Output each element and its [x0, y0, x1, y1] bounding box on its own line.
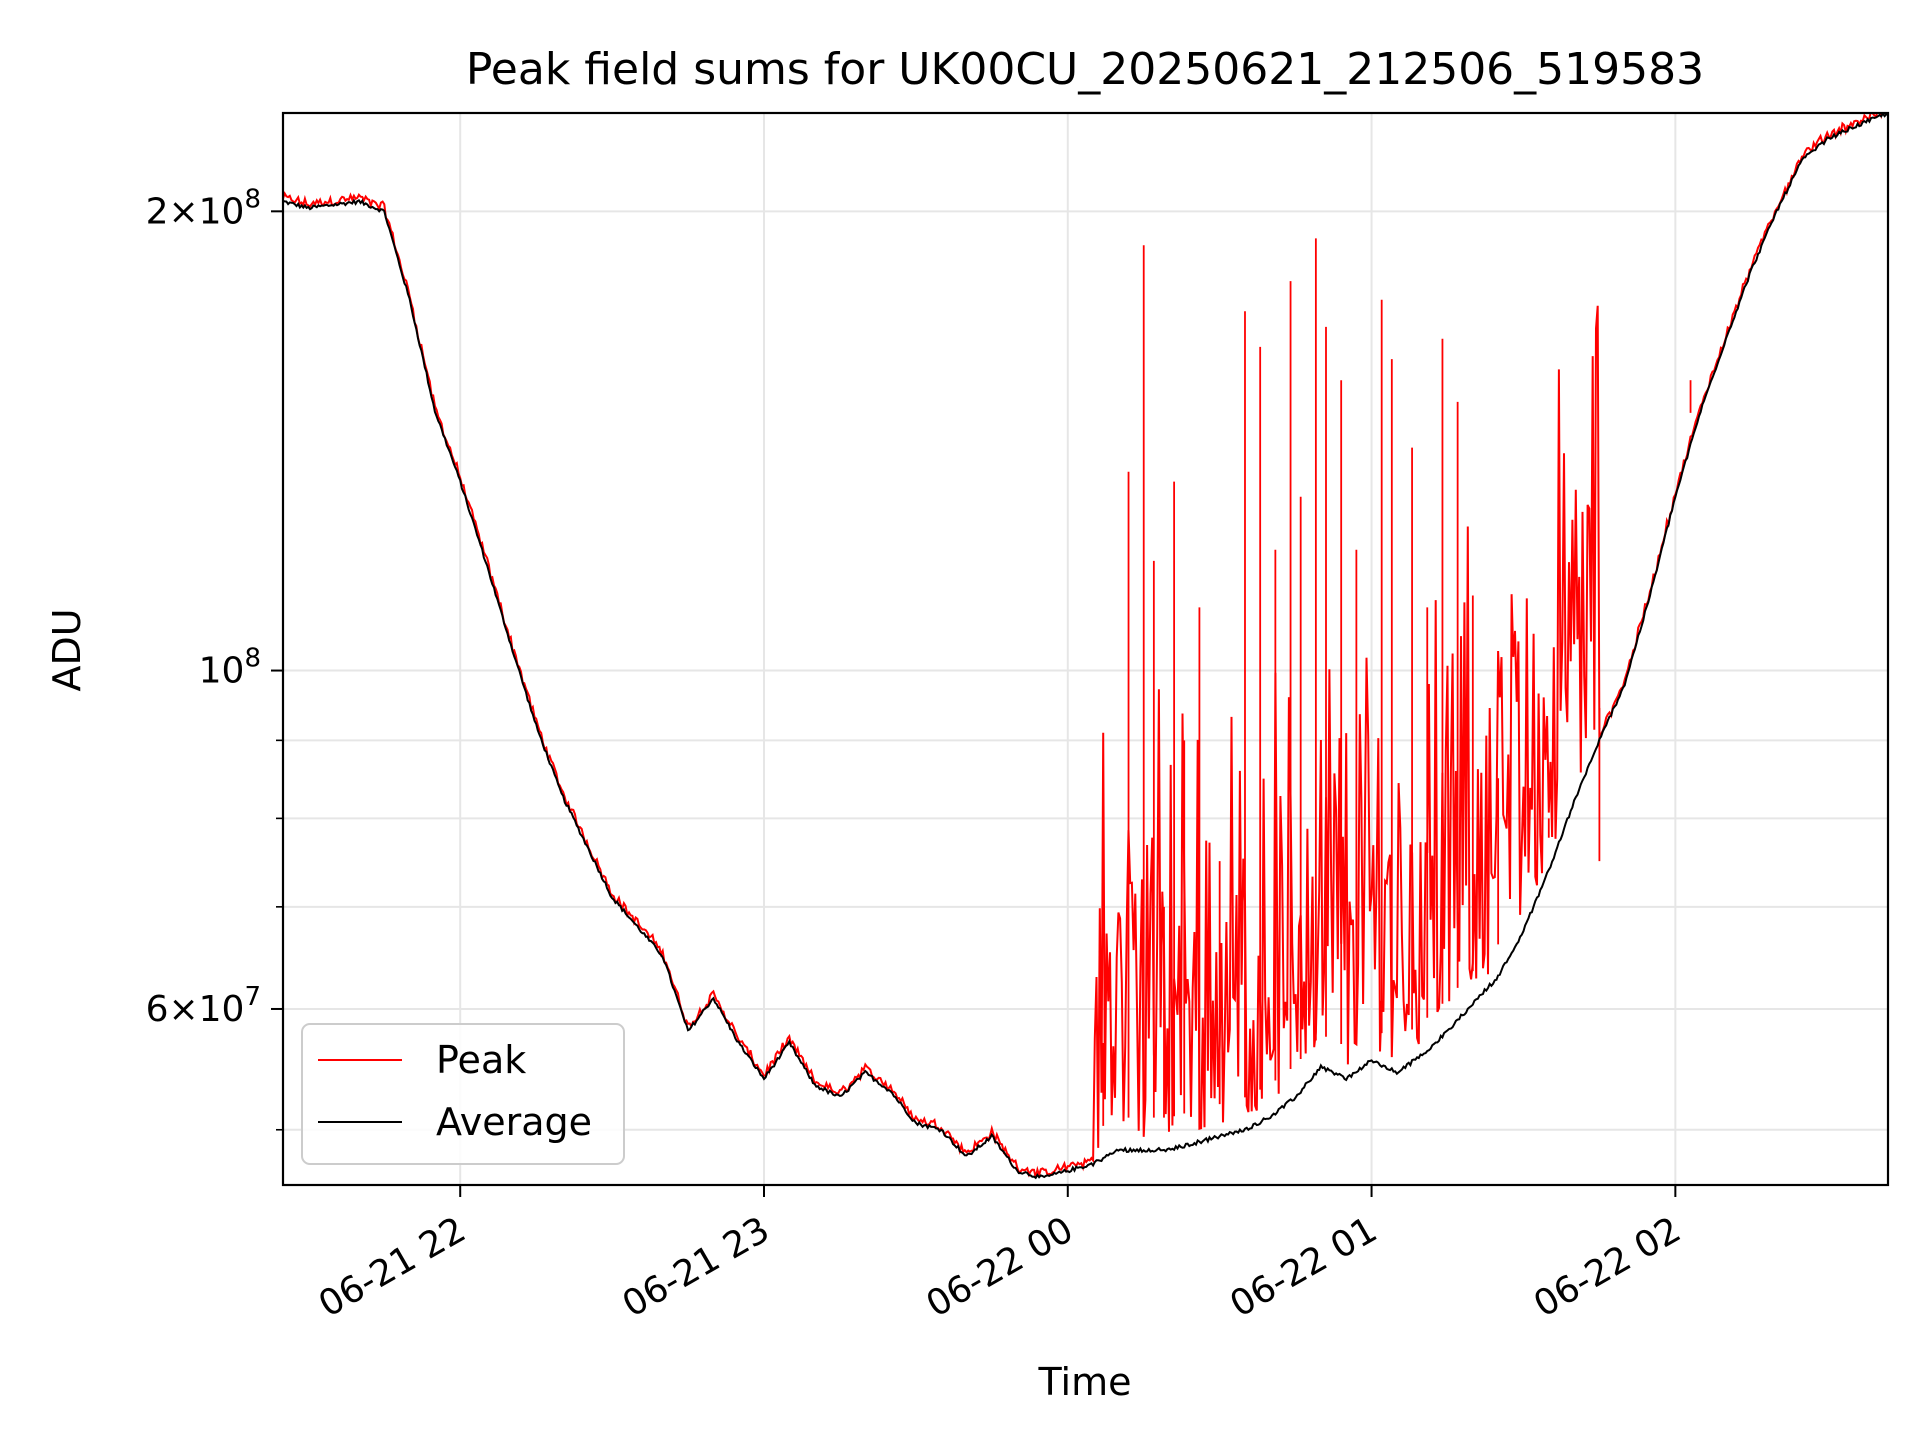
legend-peak-label: Peak — [436, 1038, 526, 1082]
y-tick-exponent: 7 — [244, 982, 261, 1012]
y-axis-label: ADU — [45, 608, 89, 691]
y-tick-mantissa: 6× — [146, 989, 199, 1030]
y-tick-label: 2×108 — [146, 184, 261, 232]
legend: Peak Average — [302, 1024, 624, 1164]
y-tick-label: 6×107 — [146, 982, 261, 1030]
legend-average-label: Average — [436, 1100, 592, 1144]
chart-background — [0, 0, 1920, 1440]
chart-title: Peak field sums for UK00CU_20250621_2125… — [466, 44, 1704, 95]
x-axis-label: Time — [1038, 1360, 1132, 1404]
y-tick-exponent: 8 — [244, 644, 261, 674]
y-tick-mantissa: 2× — [146, 191, 199, 232]
chart: Peak field sums for UK00CU_20250621_2125… — [0, 0, 1920, 1440]
y-tick-base: 10 — [199, 191, 245, 232]
y-tick-exponent: 8 — [244, 184, 261, 214]
y-tick-base: 10 — [199, 651, 245, 692]
y-tick-base: 10 — [199, 989, 245, 1030]
